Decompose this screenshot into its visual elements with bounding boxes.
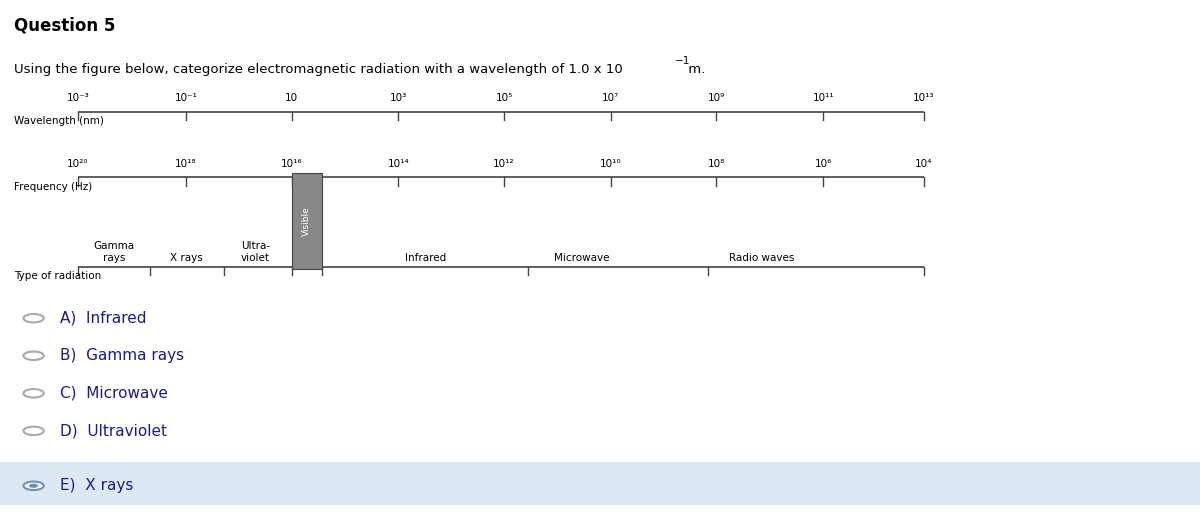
Ellipse shape (24, 314, 43, 323)
Text: Type of radiation: Type of radiation (14, 271, 102, 281)
Text: 10¹²: 10¹² (493, 159, 515, 169)
Text: 10⁹: 10⁹ (708, 93, 725, 103)
Ellipse shape (24, 351, 43, 360)
Ellipse shape (24, 389, 43, 398)
Text: Ultra-
violet: Ultra- violet (241, 241, 270, 263)
Ellipse shape (24, 482, 43, 490)
Text: 10⁻¹: 10⁻¹ (174, 93, 198, 103)
Text: 10⁻³: 10⁻³ (67, 93, 89, 103)
Text: 10⁶: 10⁶ (815, 159, 832, 169)
Text: m.: m. (684, 63, 706, 76)
Bar (0, 462, 1200, 505)
Text: Microwave: Microwave (554, 253, 610, 263)
Ellipse shape (24, 427, 43, 435)
Ellipse shape (29, 484, 38, 488)
Text: −1: −1 (674, 56, 690, 67)
Text: Frequency (Hz): Frequency (Hz) (14, 182, 92, 192)
Text: A)  Infrared: A) Infrared (60, 311, 146, 326)
Text: D)  Ultraviolet: D) Ultraviolet (60, 423, 167, 438)
Text: 10¹¹: 10¹¹ (812, 93, 834, 103)
Text: 10¹⁶: 10¹⁶ (281, 159, 302, 169)
Text: 10⁷: 10⁷ (602, 93, 619, 103)
Text: 10: 10 (286, 93, 298, 103)
Bar (292, 173, 322, 269)
Text: 10²⁰: 10²⁰ (67, 159, 89, 169)
Text: X rays: X rays (169, 253, 203, 263)
Text: B)  Gamma rays: B) Gamma rays (60, 348, 184, 363)
Text: E)  X rays: E) X rays (60, 478, 133, 494)
Text: 10¹⁸: 10¹⁸ (175, 159, 197, 169)
Text: 10⁵: 10⁵ (496, 93, 512, 103)
Text: 10¹³: 10¹³ (913, 93, 935, 103)
Text: 10³: 10³ (390, 93, 407, 103)
Text: Radio waves: Radio waves (730, 253, 794, 263)
Text: Wavelength (nm): Wavelength (nm) (14, 116, 104, 126)
Text: C)  Microwave: C) Microwave (60, 386, 168, 401)
Text: Gamma
rays: Gamma rays (94, 241, 134, 263)
Text: 10⁴: 10⁴ (916, 159, 932, 169)
Text: Question 5: Question 5 (14, 16, 115, 34)
Text: 10¹⁰: 10¹⁰ (600, 159, 622, 169)
Text: 10⁸: 10⁸ (708, 159, 725, 169)
Text: 10¹⁴: 10¹⁴ (388, 159, 409, 169)
Text: Visible: Visible (302, 206, 311, 235)
Text: Using the figure below, categorize electromagnetic radiation with a wavelength o: Using the figure below, categorize elect… (14, 63, 623, 76)
Text: Infrared: Infrared (406, 253, 446, 263)
